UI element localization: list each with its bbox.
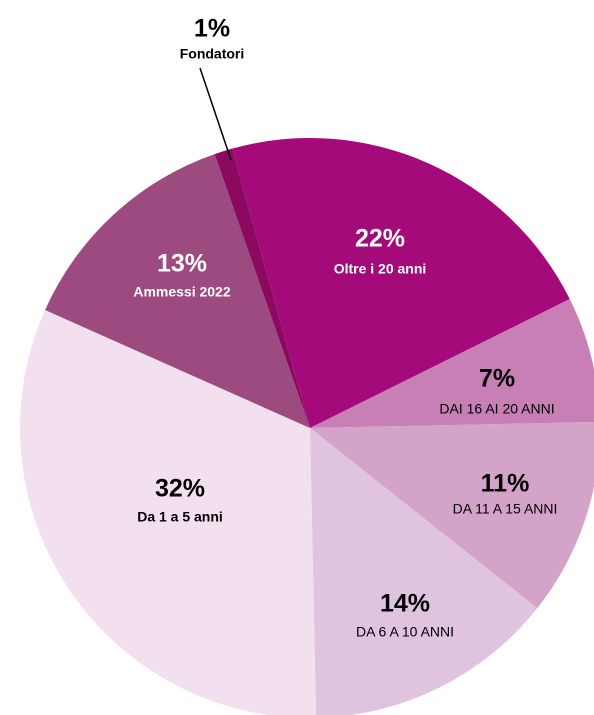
slice-label: Ammessi 2022 — [133, 284, 231, 300]
slice-label: Fondatori — [180, 46, 245, 62]
pie-slice — [310, 428, 538, 715]
pie-slice — [310, 299, 594, 428]
pie-slice — [310, 422, 594, 609]
value-label: 11% — [481, 470, 530, 498]
pie-slice — [214, 148, 310, 428]
value-label: 32% — [155, 475, 205, 503]
value-label: 14% — [380, 590, 430, 618]
slice-label: DA 11 A 15 ANNI — [453, 501, 558, 517]
slice-label: DAI 16 AI 20 ANNI — [439, 401, 554, 417]
slice-label: Oltre i 20 anni — [334, 261, 427, 277]
value-label: 1% — [194, 15, 230, 43]
slice-label: DA 6 A 10 ANNI — [356, 624, 454, 640]
value-label: 13% — [157, 250, 207, 278]
value-label: 22% — [355, 225, 405, 253]
pie-slice — [45, 154, 311, 428]
pie-slice — [20, 310, 317, 715]
slice-label: Da 1 a 5 anni — [137, 509, 223, 525]
pie-slice — [232, 138, 570, 428]
value-label: 7% — [479, 365, 515, 393]
leader-line — [199, 67, 232, 161]
